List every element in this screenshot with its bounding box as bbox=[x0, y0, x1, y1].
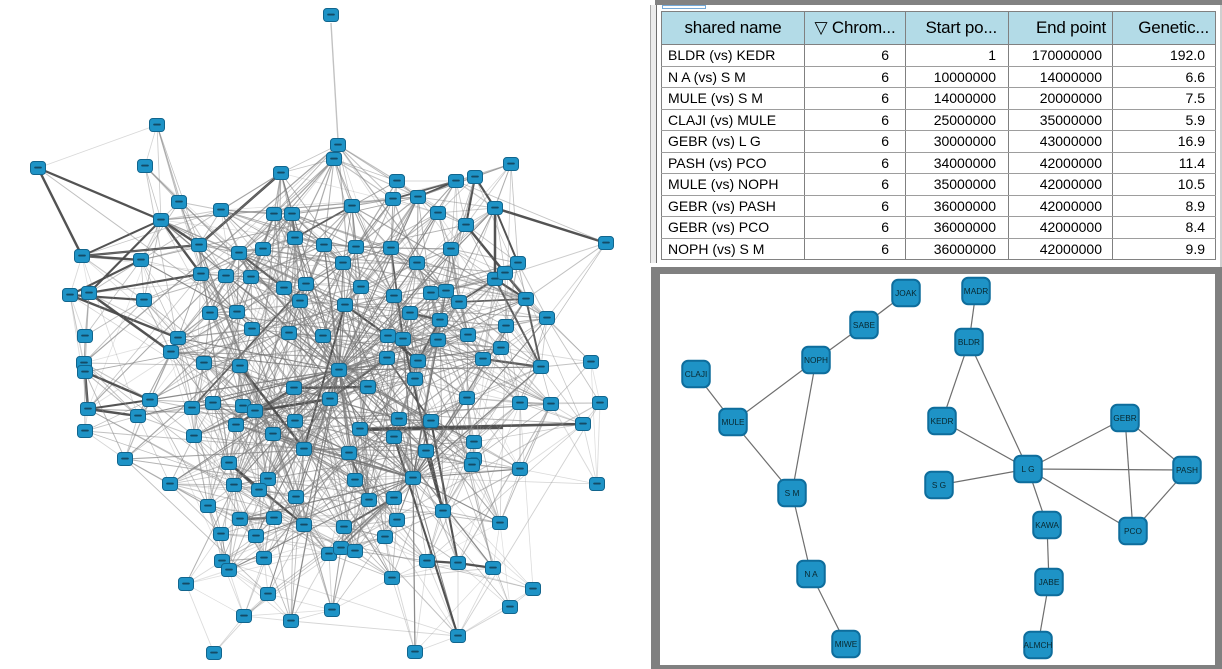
svg-text:MIWE: MIWE bbox=[835, 639, 858, 649]
svg-text:MADR: MADR bbox=[964, 286, 988, 296]
svg-text:PASH: PASH bbox=[1176, 465, 1198, 475]
svg-text:SABE: SABE bbox=[853, 320, 876, 330]
svg-text:CLAJI: CLAJI bbox=[685, 369, 708, 379]
svg-text:KAWA: KAWA bbox=[1035, 520, 1059, 530]
svg-text:MULE: MULE bbox=[721, 417, 745, 427]
svg-text:N A: N A bbox=[804, 569, 818, 579]
svg-text:S G: S G bbox=[932, 480, 946, 490]
svg-text:ALMCH: ALMCH bbox=[1023, 640, 1052, 650]
svg-text:PCO: PCO bbox=[1124, 526, 1143, 536]
svg-text:KEDR: KEDR bbox=[930, 416, 953, 426]
svg-text:JOAK: JOAK bbox=[895, 288, 917, 298]
svg-text:GEBR: GEBR bbox=[1113, 413, 1137, 423]
svg-text:NOPH: NOPH bbox=[804, 355, 828, 365]
svg-text:JABE: JABE bbox=[1039, 577, 1060, 587]
svg-text:L G: L G bbox=[1021, 464, 1034, 474]
svg-text:S M: S M bbox=[785, 488, 800, 498]
svg-text:BLDR: BLDR bbox=[958, 337, 980, 347]
